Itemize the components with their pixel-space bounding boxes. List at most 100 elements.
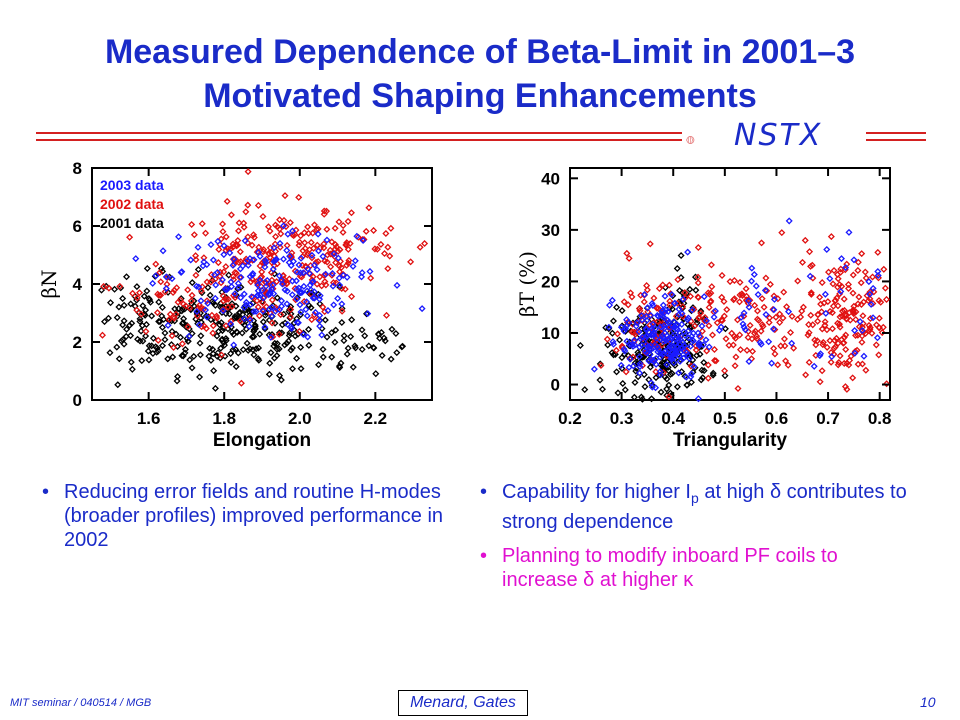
data-point: [378, 351, 386, 360]
data-point: [190, 352, 198, 360]
data-point: [852, 316, 860, 324]
data-point: [740, 309, 748, 317]
data-point: [188, 279, 196, 287]
data-point: [319, 345, 327, 353]
data-point: [643, 349, 651, 357]
data-point: [192, 252, 200, 260]
data-point: [722, 335, 730, 343]
data-point: [831, 336, 839, 344]
data-point: [694, 329, 702, 337]
data-point: [286, 252, 294, 260]
data-point: [710, 345, 718, 353]
data-point: [249, 346, 257, 354]
data-point: [320, 207, 328, 215]
data-point: [209, 299, 218, 307]
data-point: [310, 261, 319, 269]
data-point: [816, 293, 824, 301]
data-point: [381, 337, 389, 345]
data-point: [381, 250, 389, 258]
data-point: [211, 275, 219, 283]
data-point: [153, 309, 161, 317]
footer-authors: Menard, Gates: [398, 690, 528, 716]
bullet-text: Capability for higher I: [502, 481, 691, 503]
slide-title: Measured Dependence of Beta-Limit in 200…: [0, 30, 960, 118]
data-point: [665, 393, 673, 401]
data-point: [299, 269, 307, 277]
data-point: [818, 279, 826, 287]
data-point: [684, 314, 692, 322]
data-point: [192, 256, 200, 264]
data-point: [418, 305, 426, 313]
data-point: [216, 272, 224, 280]
data-point: [249, 269, 257, 278]
data-point: [635, 305, 643, 313]
data-point: [319, 353, 327, 361]
data-point: [682, 373, 690, 381]
data-point: [137, 327, 145, 335]
data-point: [236, 317, 244, 325]
data-point: [134, 335, 142, 343]
data-point: [745, 303, 753, 311]
data-point: [359, 236, 367, 245]
data-point: [239, 346, 247, 354]
data-point: [294, 319, 302, 327]
nstx-logo-text: NSTX: [734, 118, 823, 153]
data-point: [685, 327, 693, 335]
data-point: [207, 356, 215, 364]
data-point: [866, 288, 874, 296]
data-point: [310, 221, 318, 229]
data-point: [671, 349, 679, 357]
data-point: [763, 287, 771, 295]
data-point: [730, 277, 738, 285]
data-point: [175, 233, 183, 241]
data-point: [878, 329, 886, 337]
data-point: [336, 363, 344, 371]
data-point: [649, 357, 657, 365]
data-point: [646, 240, 654, 248]
data-point: [159, 247, 167, 255]
data-point: [319, 252, 327, 260]
data-point: [622, 322, 630, 330]
header-rule: [36, 132, 682, 134]
data-point: [285, 275, 293, 283]
data-point: [219, 228, 227, 236]
data-point: [287, 346, 295, 354]
data-point: [322, 207, 331, 215]
data-point: [278, 297, 286, 305]
data-point: [288, 344, 296, 352]
data-point: [654, 317, 662, 325]
data-point: [704, 374, 712, 382]
data-point: [209, 329, 217, 337]
data-point: [840, 359, 848, 367]
data-point: [818, 325, 826, 333]
data-point: [739, 320, 747, 328]
data-point: [316, 322, 324, 330]
data-point: [349, 363, 357, 371]
data-point: [178, 307, 186, 315]
data-point: [753, 332, 761, 340]
data-point: [777, 342, 785, 350]
data-point: [778, 229, 786, 237]
data-point: [623, 337, 631, 345]
data-point: [304, 333, 312, 341]
data-point: [196, 373, 204, 381]
data-point: [334, 294, 342, 302]
data-point: [581, 386, 589, 394]
data-point: [142, 327, 150, 335]
data-point: [808, 261, 816, 269]
x-tick-label: 1.8: [212, 409, 236, 428]
data-point: [807, 311, 815, 319]
data-point: [138, 322, 146, 330]
data-point: [276, 216, 284, 224]
data-point: [851, 326, 859, 335]
data-point: [255, 248, 263, 256]
data-point: [162, 284, 170, 293]
data-point: [721, 372, 729, 380]
data-point: [277, 230, 285, 238]
data-point: [875, 351, 883, 359]
data-point: [119, 294, 127, 302]
data-point: [133, 306, 141, 314]
data-point: [278, 280, 286, 288]
data-point: [254, 355, 262, 363]
data-point: [780, 335, 788, 343]
